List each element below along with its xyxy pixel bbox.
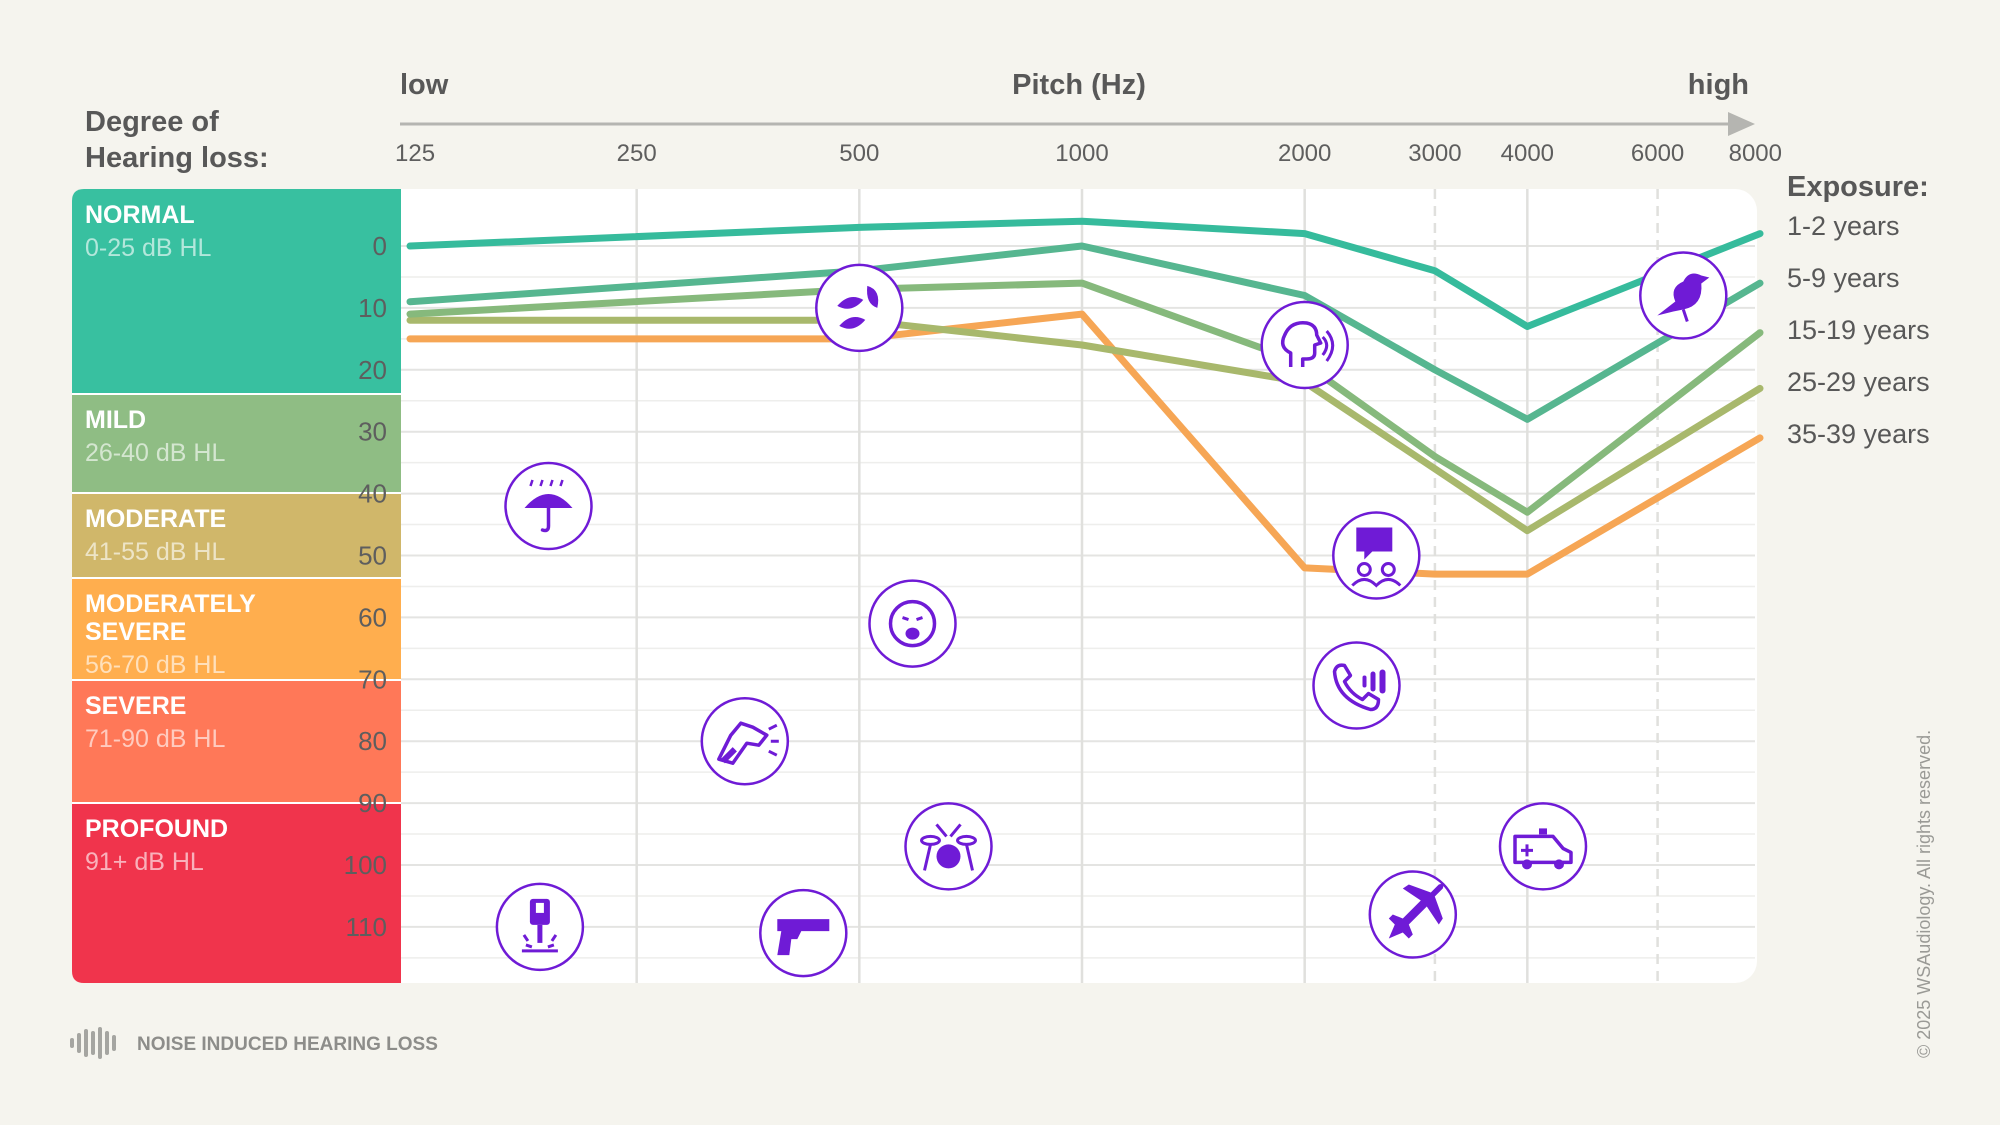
y-tick-label-50: 50 xyxy=(358,541,387,571)
degree-bands: NORMAL 0-25 dB HL MILD 26-40 dB HL MODERATE 4… xyxy=(72,189,401,983)
x-tick-label-1000: 1000 xyxy=(1055,140,1108,167)
band-mild: MILD 26-40 dB HL xyxy=(72,393,401,493)
pitch-high-label: high xyxy=(1688,69,1749,101)
band-name: SEVERE xyxy=(85,618,186,646)
band-name: MODERATELY xyxy=(85,590,256,618)
y-tick-label-80: 80 xyxy=(358,726,387,756)
x-tick-label-125: 125 xyxy=(395,140,435,167)
phone-icon xyxy=(1312,641,1401,730)
soundwave-logo-icon xyxy=(70,1027,116,1059)
legend-item: 5-9 years xyxy=(1787,263,1900,293)
band-range: 0-25 dB HL xyxy=(85,234,212,262)
gun-icon xyxy=(759,888,848,978)
y-tick-label-90: 90 xyxy=(358,788,387,818)
band-range: 41-55 dB HL xyxy=(85,538,225,566)
pitch-title: Pitch (Hz) xyxy=(1012,69,1146,101)
rain-umbrella-icon xyxy=(504,461,593,551)
band-moderate: MODERATE 41-55 dB HL xyxy=(72,492,401,578)
degree-title-line1: Degree of xyxy=(85,106,219,138)
band-profound: PROFOUND 91+ dB HL xyxy=(72,802,401,983)
series-line-1-2-years xyxy=(406,217,1764,330)
copyright-text: © 2025 WSAudiology. All rights reserved. xyxy=(1914,730,1934,1058)
band-range: 91+ dB HL xyxy=(85,848,204,876)
band-name: PROFOUND xyxy=(85,815,228,843)
legend-item: 35-39 years xyxy=(1787,419,1930,449)
band-name: SEVERE xyxy=(85,692,186,720)
band-range: 56-70 dB HL xyxy=(85,651,225,679)
x-tick-label-3000: 3000 xyxy=(1408,140,1461,167)
legend-item: 15-19 years xyxy=(1787,315,1930,345)
band-name: MODERATE xyxy=(85,505,226,533)
x-tick-label-6000: 6000 xyxy=(1631,140,1684,167)
x-tick-label-500: 500 xyxy=(839,140,879,167)
band-name: MILD xyxy=(85,406,146,434)
y-tick-label-0: 0 xyxy=(373,231,387,261)
conversation-icon xyxy=(1332,511,1421,600)
y-tick-label-110: 110 xyxy=(346,912,387,942)
drums-icon xyxy=(904,802,993,891)
crying-baby-icon xyxy=(868,579,957,668)
footer-brand-label: NOISE INDUCED HEARING LOSS xyxy=(137,1034,438,1055)
degree-title-line2: Hearing loss: xyxy=(85,142,269,174)
ambulance-icon xyxy=(1498,802,1588,891)
legend-item: 1-2 years xyxy=(1787,211,1900,241)
pitch-arrow-head-icon xyxy=(1728,112,1755,136)
y-tick-label-100: 100 xyxy=(344,850,387,880)
y-tick-label-20: 20 xyxy=(358,355,387,385)
band-range: 26-40 dB HL xyxy=(85,439,225,467)
band-normal: NORMAL 0-25 dB HL xyxy=(72,189,401,394)
band-range: 71-90 dB HL xyxy=(85,725,225,753)
y-tick-label-30: 30 xyxy=(358,417,387,447)
leaves-icon xyxy=(815,263,904,353)
x-tick-label-8000: 8000 xyxy=(1729,140,1782,167)
pitch-low-label: low xyxy=(400,69,449,101)
bird-icon xyxy=(1639,251,1728,340)
y-tick-label-60: 60 xyxy=(358,602,387,632)
legend: 1-2 years 5-9 years 15-19 years 25-29 years… xyxy=(1787,211,1930,449)
y-tick-label-40: 40 xyxy=(358,479,387,509)
airplane-icon xyxy=(1368,870,1458,959)
sound-icons xyxy=(495,251,1728,978)
x-tick-label-250: 250 xyxy=(617,140,657,167)
barking-dog-icon xyxy=(700,696,790,786)
band-name: NORMAL xyxy=(85,201,195,229)
y-tick-label-70: 70 xyxy=(358,664,387,694)
axes: 125 250 500 1000 2000 3000 4000 6000 8000 0 10 20 30… xyxy=(344,140,1782,942)
x-tick-label-4000: 4000 xyxy=(1501,140,1554,167)
jackhammer-icon xyxy=(495,882,585,972)
whisper-icon xyxy=(1260,300,1349,390)
band-severe: SEVERE 71-90 dB HL xyxy=(72,679,401,803)
legend-title: Exposure: xyxy=(1787,171,1929,203)
x-tick-label-2000: 2000 xyxy=(1278,140,1331,167)
legend-item: 25-29 years xyxy=(1787,367,1930,397)
y-tick-label-10: 10 xyxy=(358,293,387,323)
